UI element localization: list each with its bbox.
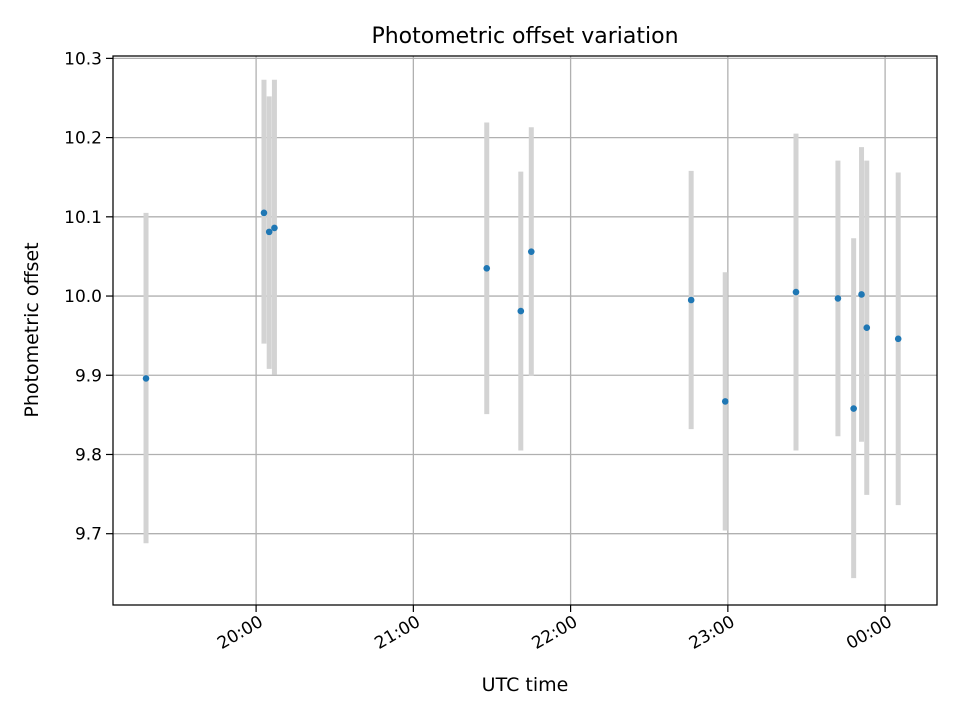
y-tick-label: 10.0 [64, 287, 102, 307]
y-tick-label: 10.1 [64, 208, 102, 228]
y-axis: 9.7 9.8 9.9 10.0 10.1 10.2 10.3 [64, 49, 113, 545]
data-point [721, 398, 729, 405]
data-point [517, 307, 525, 315]
chart-title: Photometric offset variation [371, 24, 678, 49]
data-point [271, 224, 278, 232]
data-point [527, 248, 535, 255]
data-points [142, 209, 902, 412]
x-axis-label: UTC time [482, 674, 569, 696]
data-point [834, 295, 842, 302]
y-tick-label: 9.8 [75, 445, 102, 465]
y-tick-label: 9.9 [75, 366, 102, 386]
data-point [863, 324, 871, 332]
grid [113, 56, 937, 605]
data-point [142, 375, 150, 382]
y-tick-label: 10.2 [64, 129, 102, 149]
data-point [850, 405, 857, 412]
plot-frame [112, 55, 938, 606]
y-tick-label: 10.3 [64, 49, 102, 69]
data-point [483, 265, 491, 272]
y-tick-label: 9.7 [75, 525, 102, 545]
data-point [687, 296, 695, 304]
data-point [858, 291, 865, 298]
data-point [260, 209, 268, 217]
data-point [265, 228, 273, 236]
y-axis-label: Photometric offset [21, 242, 43, 417]
data-point [894, 335, 902, 343]
data-point [792, 288, 800, 296]
